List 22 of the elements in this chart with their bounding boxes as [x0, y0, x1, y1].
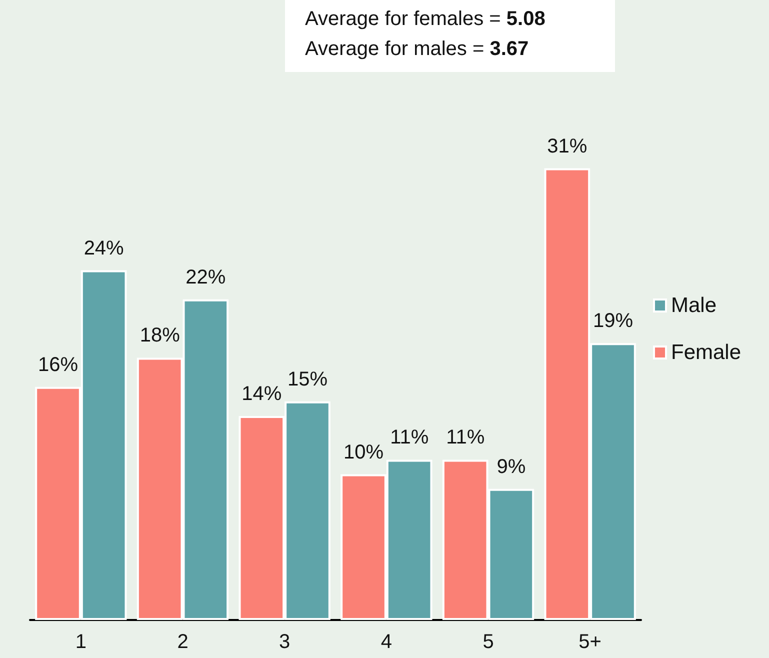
- legend-label: Female: [671, 341, 742, 364]
- x-tick-label: 4: [380, 631, 392, 653]
- data-label: 11%: [446, 426, 485, 449]
- data-label: 15%: [287, 368, 328, 390]
- x-tick-label: 2: [177, 631, 188, 653]
- x-tick-label: 5+: [578, 631, 602, 653]
- data-label: 10%: [343, 441, 384, 464]
- data-label: 31%: [547, 135, 588, 158]
- data-label: 22%: [186, 266, 226, 288]
- data-label: 19%: [592, 310, 634, 332]
- legend-label: Male: [671, 294, 717, 317]
- x-tick-label: 5: [482, 631, 494, 653]
- data-label: 24%: [84, 237, 124, 260]
- data-label: 9%: [496, 456, 526, 478]
- data-label: 11%: [390, 426, 429, 449]
- data-label: 14%: [242, 383, 282, 405]
- x-tick-label: 1: [75, 631, 86, 653]
- data-label: 18%: [140, 324, 180, 347]
- text: Average for males = 3.67: [305, 38, 529, 60]
- text: Average for females = 5.08: [305, 8, 546, 30]
- data-label: 16%: [38, 354, 78, 376]
- x-tick-label: 3: [279, 631, 290, 653]
